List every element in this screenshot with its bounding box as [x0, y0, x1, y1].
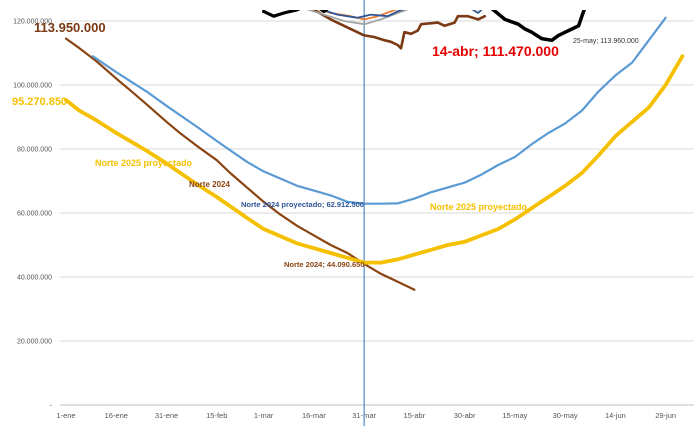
- x-tick-label: 15-may: [502, 411, 527, 420]
- series-line-norte2025-proj: [64, 54, 685, 265]
- x-tick-label: 15-abr: [404, 411, 426, 420]
- series-line-partial: [319, 10, 405, 19]
- x-tick-label: 15-feb: [206, 411, 227, 420]
- x-tick-label: 16-mar: [302, 411, 326, 420]
- x-tick-label: 1-ene: [56, 411, 75, 420]
- annotation-norte-2024-point: Norte 2024; 44.090.650: [284, 260, 364, 269]
- series-line-norte2024-proj: [91, 16, 667, 205]
- y-tick-label: -: [50, 403, 53, 410]
- series-line-partial: [306, 10, 409, 26]
- x-tick-label: 14-jun: [605, 411, 626, 420]
- y-tick-label: 60.000.000: [17, 211, 52, 218]
- series-line-partial: [319, 10, 329, 13]
- annotation-2025-proyectado-right: Norte 2025 proyectado: [430, 202, 528, 212]
- y-tick-label: 20.000.000: [17, 339, 52, 346]
- x-tick-label: 30-may: [553, 411, 578, 420]
- y-tick-label: 40.000.000: [17, 275, 52, 282]
- x-tick-label: 31-ene: [155, 411, 178, 420]
- series-line-partial: [262, 10, 301, 18]
- annotation-left-value: 95.270.850: [12, 96, 67, 108]
- grid-layer: [60, 20, 694, 406]
- x-tick-label: 1-mar: [254, 411, 274, 420]
- x-tick-label: 29-jun: [655, 411, 676, 420]
- annotation-2024-proyectado-value: Norte 2024 proyectado; 62.912.500: [241, 200, 364, 209]
- series-line-black-series: [490, 10, 586, 43]
- annotation-25-may: 25-may; 113.960.000: [573, 38, 639, 45]
- series-line-year2025-actual: [312, 10, 487, 50]
- series-line-partial: [471, 10, 483, 14]
- y-tick-label: 120.000.000: [13, 19, 52, 26]
- annotation-norte-2024: Norte 2024: [189, 180, 230, 189]
- y-tick-label: 100.000.000: [13, 83, 52, 90]
- series-layer: [64, 10, 685, 291]
- y-tick-label: 80.000.000: [17, 147, 52, 154]
- x-tick-label: 16-ene: [105, 411, 128, 420]
- annotation-14-abr: 14-abr; 111.470.000: [432, 43, 559, 59]
- axis-layer: - 20.000.000 40.000.000 60.000.000 80.000.00…: [13, 0, 694, 426]
- annotation-top-left-value: 113.950.000: [34, 20, 106, 35]
- annotation-2025-proyectado-left: Norte 2025 proyectado: [95, 158, 193, 168]
- x-tick-label: 30-abr: [454, 411, 476, 420]
